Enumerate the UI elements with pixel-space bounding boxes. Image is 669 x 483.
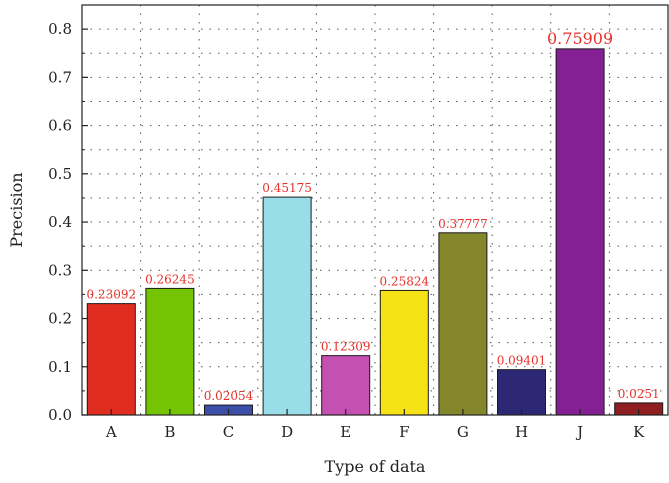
value-label-D: 0.45175 [262,181,312,195]
value-label-J: 0.75909 [547,29,613,48]
y-tick-label: 0.0 [48,406,72,424]
bar-G [438,232,488,416]
x-tick-label-K: K [633,423,645,441]
y-tick-label: 0.3 [48,261,72,279]
y-tick-label: 0.1 [48,358,72,376]
bar-B [145,287,195,416]
x-tick-label-E: E [340,423,351,441]
value-label-K: 0.0251 [618,387,660,401]
value-label-B: 0.26245 [145,272,195,286]
value-labels: 0.23092 0.26245 0.02054 0.45175 0.12309 0.258… [86,29,659,403]
bar-D [262,196,312,416]
x-tick-label-H: H [515,423,528,441]
y-tick-label: 0.6 [48,117,72,135]
y-tick-label: 0.2 [48,310,72,328]
value-label-G: 0.37777 [438,217,488,231]
x-tick-label-G: G [457,423,469,441]
bar-A [86,303,136,416]
grid-lines [81,5,669,415]
y-tick-label: 0.7 [48,68,72,86]
y-axis: 0.0 0.1 0.2 0.3 0.4 0.5 0.6 0.7 0.8 [48,4,88,424]
bars [86,48,664,416]
x-tick-label-D: D [281,423,293,441]
x-tick-label-A: A [105,423,117,441]
value-label-H: 0.09401 [497,354,547,368]
value-label-F: 0.25824 [379,274,429,288]
bar-J [555,48,605,416]
x-tick-label-B: B [164,423,175,441]
y-tick-label: 0.8 [48,20,72,38]
bar-F [379,289,429,416]
value-label-A: 0.23092 [86,288,136,302]
bar-E [321,355,371,416]
y-tick-label: 0.4 [48,213,72,231]
y-tick-label: 0.5 [48,165,72,183]
y-axis-label: Precision [7,172,26,247]
x-axis-label: Type of data [325,457,426,476]
x-tick-label-F: F [399,423,409,441]
x-tick-label-J: J [575,423,583,441]
value-label-E: 0.12309 [321,340,371,354]
value-label-C: 0.02054 [204,389,254,403]
bar-H [497,369,546,416]
plot-frame [81,4,669,416]
x-tick-label-C: C [223,423,234,441]
